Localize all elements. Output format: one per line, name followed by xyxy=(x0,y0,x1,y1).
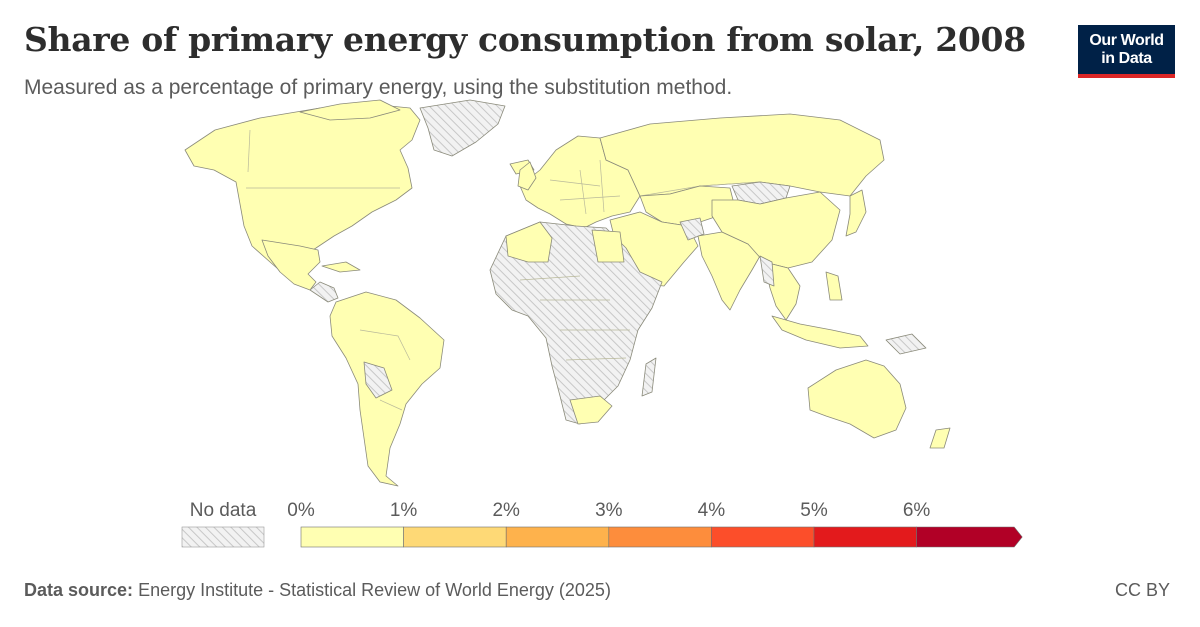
data-source: Data source: Energy Institute - Statisti… xyxy=(24,580,611,601)
region-central-america[interactable] xyxy=(309,281,339,303)
region-greenland[interactable] xyxy=(419,99,506,157)
data-source-text[interactable]: Energy Institute - Statistical Review of… xyxy=(138,580,611,600)
legend-bin-2[interactable] xyxy=(505,526,610,548)
region-egypt[interactable] xyxy=(591,229,625,263)
legend-ticks: 0% 1% 2% 3% 4% 5% 6% xyxy=(287,500,930,521)
legend-no-data-swatch xyxy=(181,526,265,548)
legend-tick-label: 5% xyxy=(800,500,828,521)
legend-tick-label: 2% xyxy=(492,500,520,521)
legend-bin-3[interactable] xyxy=(608,526,712,548)
region-mexico[interactable] xyxy=(261,239,321,291)
legend-no-data-label: No data xyxy=(190,500,257,521)
legend-bins xyxy=(300,526,1023,548)
region-arctic-islands[interactable] xyxy=(299,99,401,121)
region-caribbean[interactable] xyxy=(321,261,361,273)
chart-title: Share of primary energy consumption from… xyxy=(24,20,1026,59)
legend-tick-label: 3% xyxy=(595,500,623,521)
legend-bin-0[interactable] xyxy=(300,526,404,548)
region-myanmar[interactable] xyxy=(759,255,775,287)
legend-tick-label: 1% xyxy=(390,500,418,521)
legend-tick-label: 0% xyxy=(287,500,315,521)
logo-line-1: Our World xyxy=(1089,31,1164,49)
chart-subtitle: Measured as a percentage of primary ener… xyxy=(24,76,733,99)
region-philippines[interactable] xyxy=(825,271,843,301)
region-indonesia[interactable] xyxy=(771,315,869,349)
region-europe[interactable] xyxy=(519,135,641,229)
region-bolivia-paraguay[interactable] xyxy=(363,361,393,399)
data-source-label: Data source: xyxy=(24,580,134,600)
region-madagascar[interactable] xyxy=(641,357,657,397)
region-algeria[interactable] xyxy=(505,221,553,263)
region-papua-new-guinea[interactable] xyxy=(885,333,927,355)
region-china[interactable] xyxy=(711,191,841,269)
owid-logo[interactable]: Our World in Data xyxy=(1078,25,1175,78)
region-new-zealand[interactable] xyxy=(929,427,951,449)
legend-tick-label: 6% xyxy=(903,500,931,521)
license[interactable]: CC BY xyxy=(1114,580,1170,600)
legend-bin-1[interactable] xyxy=(403,526,507,548)
logo-line-2: in Data xyxy=(1101,49,1152,67)
region-afghanistan[interactable] xyxy=(679,217,705,241)
legend-bin-5[interactable] xyxy=(813,526,917,548)
legend-tick-label: 4% xyxy=(698,500,726,521)
region-japan[interactable] xyxy=(845,189,867,237)
region-australia[interactable] xyxy=(807,359,907,439)
region-south-africa[interactable] xyxy=(569,395,613,425)
legend-bin-open[interactable] xyxy=(916,526,1023,548)
legend-bin-4[interactable] xyxy=(711,526,815,548)
region-uk[interactable] xyxy=(517,161,537,191)
